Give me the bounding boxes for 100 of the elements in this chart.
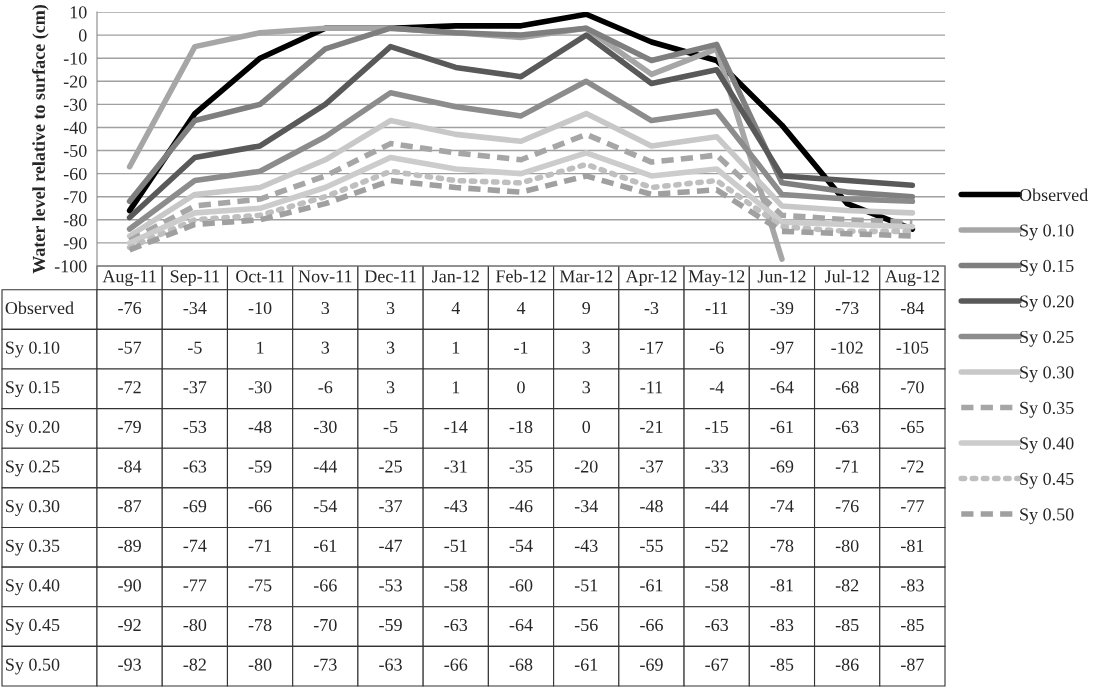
y-tick-label: -80: [63, 214, 87, 227]
data-label: -74: [183, 539, 207, 552]
data-label: -25: [379, 460, 402, 473]
data-label: -37: [379, 500, 403, 513]
x-tick-label: Aug-12: [884, 270, 939, 287]
data-label: -1: [514, 341, 528, 354]
text: Sy 0.15: [6, 381, 60, 398]
data-label: -66: [640, 618, 663, 632]
legend-label: Sy 0.20: [1020, 295, 1074, 312]
data-label: -39: [770, 301, 794, 315]
data-label: -65: [901, 420, 924, 433]
data-label: -33: [705, 460, 729, 473]
data-label: -87: [901, 658, 924, 671]
data-label: -10: [248, 301, 272, 315]
data-label: -78: [248, 618, 272, 632]
text: Sy 0.50: [6, 658, 60, 675]
x-tick-label: Oct-11: [236, 270, 284, 283]
x-tick-label: May-12: [688, 270, 745, 287]
data-label: -61: [574, 658, 598, 671]
x-tick-label: Jul-12: [824, 269, 869, 283]
data-label: -64: [770, 381, 794, 394]
data-label: 4: [516, 302, 526, 314]
data-label: -5: [383, 420, 398, 433]
data-label: -60: [509, 579, 533, 592]
data-label: -86: [835, 658, 859, 671]
data-label: -63: [444, 618, 468, 632]
data-label: 3: [386, 301, 395, 315]
text: Sy 0.10: [6, 341, 60, 358]
data-label: 1: [257, 341, 264, 354]
data-label: -83: [901, 579, 924, 592]
legend-label: Sy 0.50: [1020, 508, 1074, 525]
data-label: -68: [509, 658, 533, 671]
data-label: -66: [313, 579, 337, 592]
data-label: -81: [901, 539, 924, 552]
legend-label: Sy 0.15: [1020, 259, 1074, 276]
data-label: -57: [118, 341, 142, 354]
data-label: -85: [770, 658, 794, 671]
data-label: -61: [770, 420, 793, 433]
data-label: -15: [705, 420, 729, 433]
legend-label: Sy 0.40: [1020, 437, 1074, 454]
data-label: -93: [118, 658, 141, 671]
data-label: -71: [835, 460, 859, 473]
data-label: -51: [574, 579, 598, 592]
data-label: -11: [640, 381, 663, 394]
data-label: -75: [248, 579, 272, 592]
data-label: -48: [640, 500, 663, 513]
data-label: -11: [705, 302, 728, 314]
text: -102: [831, 341, 863, 354]
data-label: -85: [835, 618, 859, 632]
data-label: -54: [313, 500, 338, 513]
y-tick-label: 0: [78, 29, 87, 42]
data-label: -79: [118, 420, 141, 433]
data-label: -43: [444, 500, 468, 513]
data-label: -63: [183, 460, 207, 473]
data-label: -44: [313, 460, 338, 473]
data-label: -59: [379, 618, 402, 632]
data-label: -37: [640, 460, 663, 473]
data-label: -21: [640, 420, 663, 433]
data-label: -70: [901, 381, 924, 394]
x-tick-label: Feb-12: [495, 269, 546, 283]
legend-label: Sy 0.45: [1020, 472, 1074, 489]
y-tick-label: -50: [63, 144, 87, 157]
data-label: -54: [509, 539, 533, 552]
data-label: -14: [444, 420, 468, 433]
text: Sy 0.40: [6, 579, 60, 596]
text: Observed: [5, 301, 74, 315]
legend-label: Observed: [1019, 188, 1088, 202]
data-label: -34: [574, 500, 598, 513]
data-label: -69: [770, 460, 794, 473]
data-label: 3: [386, 381, 395, 394]
data-label: -97: [770, 341, 794, 354]
data-label: -81: [770, 579, 793, 592]
data-label: -5: [188, 341, 202, 354]
data-label: -43: [574, 539, 598, 552]
y-tick-label: -30: [63, 98, 87, 111]
x-tick-label: Jun-12: [757, 270, 806, 283]
legend-label: Sy 0.35: [1020, 401, 1074, 418]
data-label: -20: [574, 460, 598, 473]
data-label: -58: [444, 579, 468, 592]
data-label: -6: [709, 341, 724, 354]
data-label: -84: [901, 301, 925, 315]
data-label: -30: [313, 420, 337, 433]
data-label: -3: [644, 301, 659, 315]
data-label: -72: [901, 460, 924, 473]
y-tick-label: -10: [63, 52, 87, 65]
legend-label: Sy 0.25: [1020, 330, 1074, 347]
data-label: 3: [321, 301, 330, 315]
data-label: -37: [183, 381, 207, 394]
data-label: -30: [248, 381, 272, 394]
data-label: -80: [183, 618, 207, 632]
legend-label: Sy 0.30: [1020, 366, 1074, 383]
data-label: -48: [248, 420, 272, 433]
data-label: -67: [705, 658, 729, 671]
data-label: -51: [444, 539, 467, 552]
data-label: 3: [386, 341, 395, 354]
data-label: -82: [835, 579, 859, 592]
data-label: -66: [248, 500, 272, 513]
y-tick-label: -40: [63, 121, 87, 134]
data-label: -73: [835, 301, 859, 315]
y-axis-title: Water level relative to surface (cm): [32, 5, 49, 274]
